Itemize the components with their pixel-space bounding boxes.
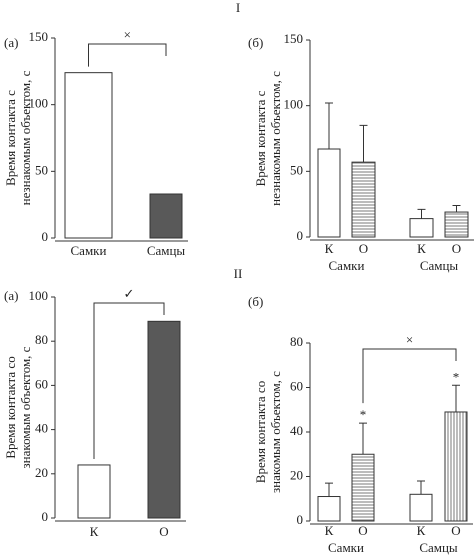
panel-label: (а) xyxy=(4,35,18,50)
bar xyxy=(77,464,111,519)
group-label: Самцы xyxy=(419,540,458,555)
bar xyxy=(317,148,341,238)
significance-bracket xyxy=(93,302,165,459)
error-bar xyxy=(417,208,426,219)
significance-marker: * xyxy=(360,407,367,422)
bar xyxy=(317,496,341,522)
y-tick-label: 40 xyxy=(290,423,303,438)
panel-label: (б) xyxy=(248,35,263,50)
error-bar xyxy=(325,102,333,150)
bar xyxy=(149,193,183,239)
y-tick-label: 40 xyxy=(35,421,48,436)
y-axis-label: Время контакта со xyxy=(3,356,18,458)
y-axis-label: знакомым объектом, с xyxy=(268,371,283,493)
y-tick-label: 50 xyxy=(290,162,303,177)
error-bar xyxy=(452,204,461,213)
bar xyxy=(351,453,375,522)
x-tick-label: К xyxy=(90,524,99,539)
y-tick-label: 0 xyxy=(297,228,304,243)
error-bar xyxy=(417,480,425,495)
x-tick-label: К xyxy=(325,523,334,538)
significance-marker: * xyxy=(453,369,460,384)
group-label: Самки xyxy=(328,540,364,555)
x-tick-label: К xyxy=(417,523,426,538)
y-tick-label: 20 xyxy=(290,467,303,482)
y-tick-label: 0 xyxy=(297,512,304,527)
y-tick-label: 100 xyxy=(29,96,49,111)
x-tick-label: О xyxy=(159,524,168,539)
significance-bracket xyxy=(88,43,167,67)
significance-bracket xyxy=(362,348,457,404)
y-tick-label: 60 xyxy=(35,376,48,391)
y-axis-label: Время контакта со xyxy=(253,381,268,483)
y-tick-label: 80 xyxy=(290,334,303,349)
bar xyxy=(444,411,468,522)
y-tick-label: 20 xyxy=(35,465,48,480)
y-tick-label: 150 xyxy=(29,29,49,44)
y-axis-label: незнакомым объектом, с xyxy=(268,71,283,206)
y-tick-label: 0 xyxy=(42,509,49,524)
x-tick-label: К xyxy=(417,241,426,256)
y-tick-label: 150 xyxy=(284,31,304,46)
y-tick-label: 100 xyxy=(29,288,49,303)
x-tick-label: Самки xyxy=(71,243,107,258)
annotation: ✓ xyxy=(124,286,135,301)
y-axis-label: знакомым объектом, с xyxy=(18,346,33,468)
error-bar xyxy=(359,422,367,455)
y-tick-label: 100 xyxy=(284,97,304,112)
x-tick-label: О xyxy=(359,241,368,256)
error-bar xyxy=(325,482,333,497)
bar xyxy=(147,320,181,519)
annotation: × xyxy=(124,27,131,42)
panel-label: (б) xyxy=(248,294,263,309)
y-tick-label: 80 xyxy=(35,332,48,347)
group-label: Самки xyxy=(329,258,365,273)
annotation: × xyxy=(406,332,413,347)
group-label: Самцы xyxy=(420,258,459,273)
section-label: II xyxy=(234,266,243,281)
bar xyxy=(409,218,434,238)
x-tick-label: О xyxy=(451,523,460,538)
bar xyxy=(64,72,113,239)
section-label: I xyxy=(236,0,240,15)
bar xyxy=(444,211,469,238)
x-tick-label: Самцы xyxy=(147,243,186,258)
x-tick-label: О xyxy=(358,523,367,538)
y-tick-label: 50 xyxy=(35,162,48,177)
y-tick-label: 0 xyxy=(42,229,49,244)
x-tick-label: О xyxy=(452,241,461,256)
y-tick-label: 60 xyxy=(290,378,303,393)
bar xyxy=(409,493,433,522)
y-axis-label: незнакомым объектом, с xyxy=(18,70,33,205)
y-axis-label: Время контакта с xyxy=(253,90,268,186)
error-bar xyxy=(359,124,368,163)
y-axis-label: Время контакта с xyxy=(3,90,18,186)
x-tick-label: К xyxy=(325,241,334,256)
panel-label: (а) xyxy=(4,288,18,303)
error-bar xyxy=(452,384,460,412)
bar xyxy=(351,161,376,238)
